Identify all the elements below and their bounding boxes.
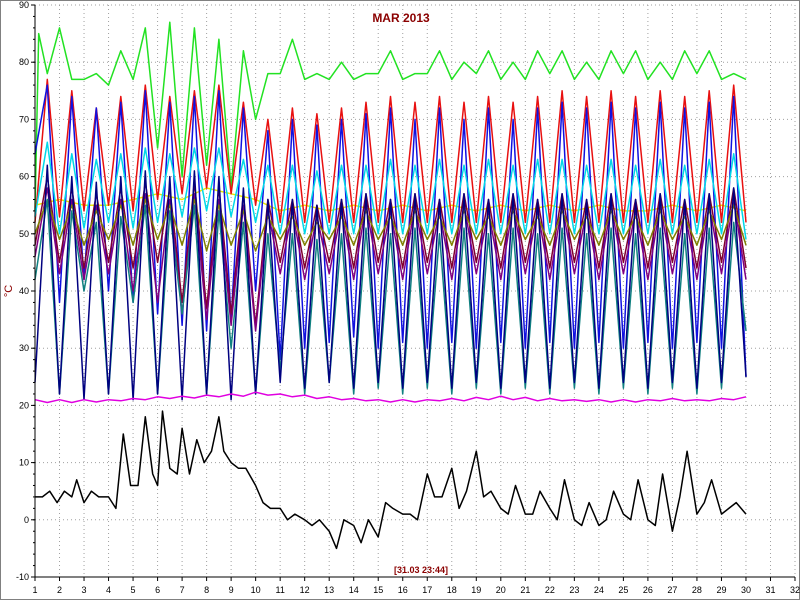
y-tick-label: 30 [19, 343, 29, 353]
y-tick-label: 60 [19, 172, 29, 182]
x-tick-label: 18 [447, 585, 457, 595]
x-tick-label: 10 [251, 585, 261, 595]
x-tick-label: 8 [204, 585, 209, 595]
x-tick-label: 24 [594, 585, 604, 595]
y-tick-label: 40 [19, 286, 29, 296]
chart-title: MAR 2013 [372, 11, 430, 25]
x-tick-label: 29 [716, 585, 726, 595]
x-tick-label: 19 [471, 585, 481, 595]
series-line-green [34, 21, 747, 211]
x-tick-label: 23 [569, 585, 579, 595]
series-line-magenta [34, 391, 747, 404]
x-tick-label: 3 [82, 585, 87, 595]
x-tick-label: 22 [545, 585, 555, 595]
x-tick-label: 15 [373, 585, 383, 595]
y-tick-label: -10 [16, 572, 29, 582]
series-group [34, 21, 747, 550]
timestamp-label: [31.03 23:44] [394, 565, 448, 575]
x-tick-label: 7 [180, 585, 185, 595]
x-tick-label: 6 [155, 585, 160, 595]
series-line-cyan [34, 141, 747, 240]
x-tick-label: 11 [275, 585, 284, 595]
x-tick-label: 32 [790, 585, 800, 595]
x-tick-label: 14 [349, 585, 359, 595]
x-tick-label: 16 [398, 585, 408, 595]
x-tick-label: 17 [422, 585, 432, 595]
x-tick-label: 12 [300, 585, 310, 595]
y-tick-label: 20 [19, 400, 29, 410]
y-tick-label: 0 [24, 515, 29, 525]
y-tick-label: 10 [19, 458, 29, 468]
x-tick-label: 20 [496, 585, 506, 595]
x-tick-label: 31 [765, 585, 775, 595]
series-line-red [34, 78, 747, 224]
x-tick-label: 2 [57, 585, 62, 595]
x-tick-label: 9 [229, 585, 234, 595]
y-tick-label: 50 [19, 229, 29, 239]
y-tick-label: 80 [19, 57, 29, 67]
x-tick-label: 21 [520, 585, 530, 595]
series-line-olive [34, 198, 747, 252]
series-line-outdoor [35, 410, 747, 550]
y-axis-label: °C [3, 285, 15, 297]
x-tick-label: 28 [692, 585, 702, 595]
x-tick-label: 30 [741, 585, 751, 595]
x-tick-label: 27 [667, 585, 677, 595]
y-tick-label: 90 [19, 1, 29, 10]
y-tick-label: 70 [19, 114, 29, 124]
x-tick-label: 5 [131, 585, 136, 595]
x-tick-label: 1 [32, 585, 37, 595]
x-tick-label: 13 [324, 585, 334, 595]
x-tick-label: 4 [106, 585, 111, 595]
x-tick-label: 25 [618, 585, 628, 595]
series-line-navy [34, 164, 747, 401]
x-tick-label: 26 [643, 585, 653, 595]
